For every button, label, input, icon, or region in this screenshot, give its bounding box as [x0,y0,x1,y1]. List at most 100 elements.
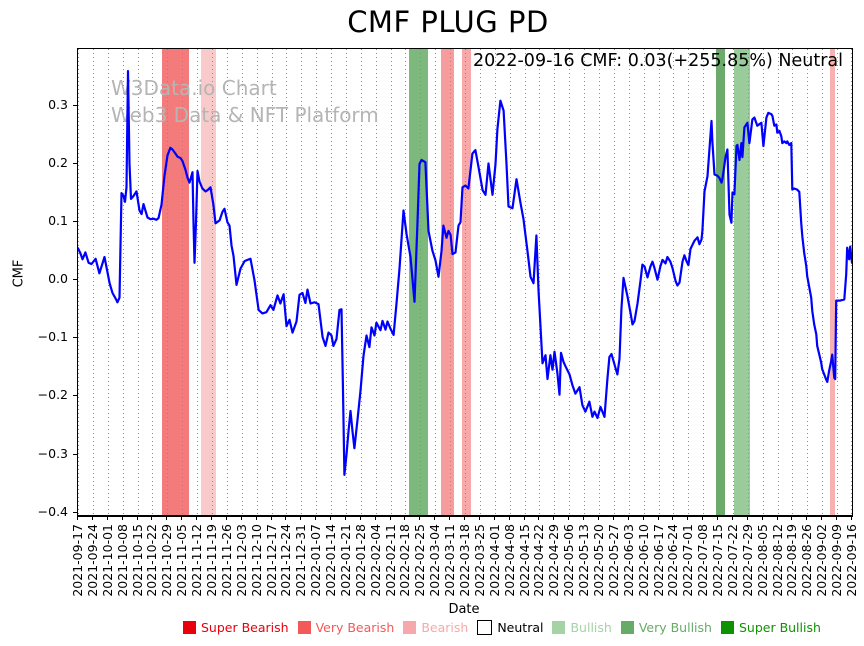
gridline-week-35 [598,49,600,515]
gridline-week-32 [554,49,556,515]
x-tick-label-text: 2022-09-16 [844,524,859,597]
y-tickmark [73,337,77,339]
x-tickmark [717,516,719,520]
x-tickmark [106,516,108,520]
x-tick-label-text: 2022-04-15 [516,524,532,597]
gridline-week-5 [152,49,154,515]
legend-swatch [720,621,734,634]
x-tick-label-text: 2022-02-25 [412,524,428,597]
x-tick-label-text: 2021-11-19 [203,524,219,597]
x-tick-label-text: 2021-11-26 [218,524,234,597]
x-tickmark [776,516,778,520]
y-tickmark [73,511,77,513]
x-tickmark [136,516,138,520]
gridline-week-50 [822,49,824,515]
x-tickmark [330,516,332,520]
x-tick-label-text: 2022-07-08 [695,524,711,597]
gridline-week-20 [375,49,377,515]
x-tickmark [374,516,376,520]
x-tick-label-text: 2022-05-13 [576,524,592,597]
x-tick-label-text: 2022-08-05 [754,524,770,597]
x-tickmark [121,516,123,520]
gridline-week-42 [703,49,705,515]
x-tickmark [77,516,78,520]
signal-band-very-bullish [716,49,726,515]
y-tickmark [73,104,77,106]
gridline-week-16 [316,49,318,515]
x-tickmark [642,516,644,520]
x-tickmark [210,516,212,520]
x-tickmark [836,516,838,520]
x-tickmark [791,516,793,520]
gridline-week-28 [494,49,496,515]
x-tickmark [731,516,733,520]
gridline-week-30 [524,49,526,515]
gridline-week-34 [584,49,586,515]
x-tickmark [806,516,808,520]
latest-value-annotation: 2022-09-16 CMF: 0.03(+255.85%) Neutral [472,51,843,71]
legend-item-bullish: Bullish [552,620,612,635]
x-tickmark [91,516,93,520]
y-tickmark [73,453,77,455]
y-tickmark [73,221,77,223]
x-tick-label-text: 2022-09-02 [814,524,830,597]
x-tickmark [151,516,153,520]
x-tickmark [627,516,629,520]
x-tick-label-text: 2021-10-08 [114,524,130,597]
x-tick-label-text: 2022-04-29 [546,524,562,597]
y-tick-label: 0.3 [48,96,68,112]
gridline-week-41 [688,49,690,515]
x-tickmark [404,516,406,520]
x-tickmark [612,516,614,520]
x-tick-label-text: 2021-10-22 [144,524,160,597]
gridline-week-14 [286,49,288,515]
gridline-week-51 [837,49,839,515]
x-tick-label-text: 2022-03-18 [457,524,472,597]
gridline-week-0 [78,49,79,515]
x-tickmark [419,516,421,520]
cmf-line [78,70,852,476]
x-tick-label-text: 2022-04-08 [501,524,517,597]
legend-swatch [620,621,634,634]
x-tick-label-text: 2022-05-06 [561,524,577,597]
gridline-week-40 [673,49,675,515]
x-tick-label-text: 2022-03-25 [471,524,487,597]
gridline-week-17 [331,49,333,515]
x-tick-label-text: 2022-01-14 [323,524,339,597]
x-tick-label-text: 2022-02-04 [367,524,383,597]
legend-label: Bullish [570,620,612,635]
x-tickmark [225,516,227,520]
x-tick-label-text: 2022-07-22 [724,524,740,597]
x-tick-label-text: 2022-06-17 [650,524,666,597]
x-tick-label-text: 2022-07-01 [680,524,696,597]
x-tick-label-text: 2022-06-10 [635,524,651,597]
gridline-week-8 [197,49,199,515]
gridline-week-29 [509,49,511,515]
gridline-week-47 [777,49,779,515]
x-tick-label-text: 2021-12-24 [278,524,294,597]
legend-swatch [552,621,566,634]
x-tick-label-text: 2022-08-26 [799,524,815,597]
x-tick-label-text: 2022-08-19 [784,524,800,597]
x-tick-label-text: 2021-12-31 [293,524,309,597]
x-tick-label-text: 2021-12-10 [248,524,264,597]
gridline-week-9 [211,49,213,515]
x-tickmark [166,516,168,520]
gridline-week-39 [658,49,660,515]
x-tickmark [746,516,748,520]
y-tick-label: 0.0 [48,271,68,287]
y-tick-label: −0.3 [37,445,68,461]
x-tick-label-text: 2021-12-03 [233,524,249,597]
legend-item-super-bullish: Super Bullish [720,620,821,635]
x-tick-label-text: 2021-11-05 [174,524,190,597]
gridline-week-36 [613,49,615,515]
gridline-week-27 [479,49,481,515]
legend-label: Super Bullish [738,620,821,635]
x-tickmark [315,516,317,520]
y-tickmark [73,279,77,281]
x-tickmark [553,516,555,520]
x-axis-title: Date [448,602,480,617]
legend-item-bearish: Bearish [403,620,468,635]
signal-band-bearish [829,49,836,515]
x-tick-label-text: 2022-05-27 [605,524,621,597]
